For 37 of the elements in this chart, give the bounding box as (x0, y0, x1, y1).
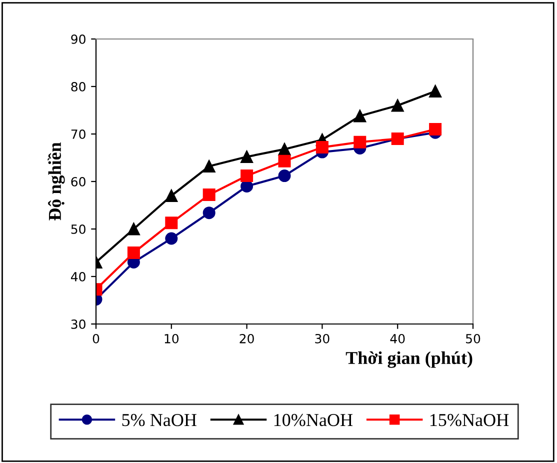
y-tick-label: 70 (71, 129, 86, 139)
point (127, 222, 140, 236)
x-tick-label: 0 (92, 334, 100, 344)
point (278, 154, 291, 168)
legend-label: 10%NaOH (274, 414, 353, 426)
x-tick-label: 10 (164, 334, 179, 344)
point (165, 190, 178, 202)
point (202, 160, 216, 173)
point (240, 150, 254, 164)
point (165, 216, 178, 230)
point (429, 123, 442, 136)
legend-label: 15%NaOH (430, 414, 509, 426)
x-tick-label: 40 (390, 334, 405, 344)
y-tick-label: 80 (71, 82, 86, 92)
y-tick-label: 40 (70, 272, 86, 282)
y-tick-label: 90 (71, 34, 86, 44)
point (278, 142, 291, 156)
point (354, 110, 366, 122)
y-tick-label: 30 (71, 319, 86, 329)
point (127, 246, 140, 259)
y-tick-label: 60 (71, 176, 86, 186)
point (391, 99, 404, 112)
x-tick-label: 30 (315, 334, 330, 344)
point (202, 188, 216, 202)
y-axis-title: Độ nghiền (48, 142, 65, 220)
point (202, 206, 216, 220)
point (165, 232, 178, 245)
point (316, 141, 328, 154)
x-axis-title: Thời gian (phút) (346, 351, 472, 368)
point (240, 170, 254, 182)
point (354, 136, 366, 148)
point (429, 85, 442, 98)
legend-label: 5% NaOH (122, 414, 196, 426)
y-tick-label: 50 (71, 224, 86, 234)
x-tick-label: 50 (466, 334, 480, 344)
x-tick-label: 20 (240, 334, 254, 344)
point (278, 170, 291, 182)
